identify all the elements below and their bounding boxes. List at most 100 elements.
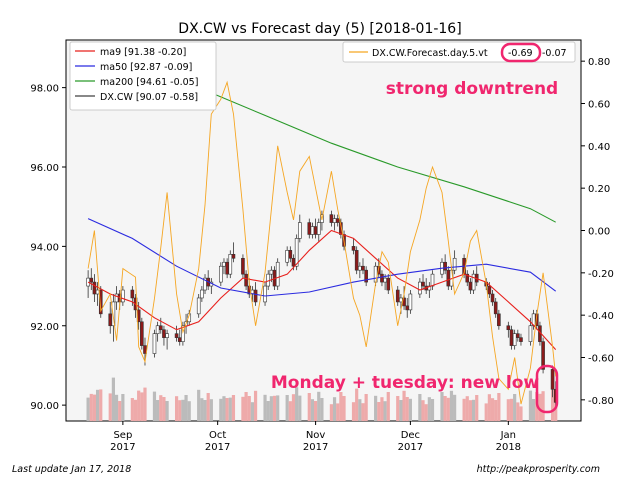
volume-bar (497, 393, 501, 421)
volume-bar (178, 400, 182, 421)
candle-body (310, 226, 315, 235)
volume-bar (374, 395, 378, 421)
candle-body (200, 289, 204, 299)
volume-bar (111, 377, 115, 421)
legend-forecast-highlight: -0.69 (508, 48, 533, 59)
series-lines (87, 80, 557, 405)
candle-body (98, 289, 103, 315)
candle-body (244, 273, 248, 287)
candle-body (285, 250, 289, 263)
legend-ma: ma9 [91.38 -0.20] ma50 [92.87 -0.09] ma200… (69, 41, 217, 111)
volume-bar (402, 390, 406, 421)
volume-bar (225, 398, 229, 421)
volume-bar (228, 397, 232, 421)
chart-title: DX.CW vs Forecast day (5) [2018-01-16] (178, 21, 461, 37)
volume-bar (200, 398, 204, 421)
candle-body (241, 257, 245, 275)
candle-body (263, 285, 267, 303)
volume-bar (440, 392, 444, 421)
volume-bar (137, 390, 141, 421)
volume-bar (184, 395, 188, 421)
volume-bar (462, 398, 466, 421)
volume-bar (490, 398, 495, 421)
candle-body (497, 313, 501, 327)
candle-body (430, 273, 435, 287)
annotation-strong-downtrend: strong downtrend (386, 79, 558, 99)
candle-body (253, 289, 258, 303)
candle-body (506, 325, 511, 331)
volume-bar (532, 399, 536, 421)
volume-bar (494, 400, 498, 421)
candle-body (275, 261, 280, 287)
footer-last-update: Last update Jan 17, 2018 (12, 464, 131, 475)
volume-bar (310, 399, 315, 421)
candle-body (294, 238, 299, 267)
candle-body (130, 289, 135, 299)
candle-body (92, 281, 97, 295)
volume-bar (405, 397, 409, 421)
candle-body (89, 277, 94, 283)
legend-forecast-suffix: -0.07 (542, 48, 567, 59)
candle-body (399, 297, 403, 303)
candle-body (222, 261, 226, 267)
candle-body (550, 369, 555, 390)
volume-bar (468, 400, 473, 421)
series-ma50 (87, 218, 557, 297)
candle-body (307, 222, 312, 235)
volume-bar (263, 394, 267, 421)
candle-body (316, 222, 321, 235)
legend-ma-items: ma9 [91.38 -0.20] ma50 [92.87 -0.09] ma200… (75, 47, 198, 103)
volume-bar (247, 396, 251, 421)
volume-bar (519, 406, 523, 421)
volume-bar (487, 394, 491, 421)
candle-body (332, 218, 337, 223)
candle-body (512, 333, 517, 346)
candle-body (446, 269, 451, 287)
candle-body (111, 301, 116, 327)
volume-bar (253, 390, 258, 421)
volume-bar (386, 392, 390, 421)
y-left-tick-label: 94.00 (30, 242, 59, 253)
highlight-circle-last-candle (535, 364, 559, 414)
volume-bar (430, 399, 435, 421)
volume-bar (244, 392, 248, 421)
volume-bar (528, 390, 533, 421)
volume-bar (143, 387, 147, 421)
y-right-tick-label: 0.20 (588, 184, 610, 195)
candle-body (121, 289, 125, 303)
candle-body (487, 285, 492, 295)
candle-body (174, 333, 179, 338)
right-axis-ticks: -0.80 -0.60 -0.40 -0.20 0.00 0.20 0.40 0.60 0.80 (581, 57, 614, 407)
candle-body (162, 329, 166, 338)
footer-url: http://peakprosperity.com (477, 464, 600, 475)
candle-body (108, 313, 113, 327)
candle-body (452, 257, 457, 271)
volume-bar (484, 403, 488, 421)
legend-forecast: DX.CW.Forecast.day.5.vt -0.69 -0.07 (342, 41, 576, 63)
volume-bar (206, 393, 210, 421)
candle-body (219, 265, 223, 283)
volume-bar (320, 398, 324, 421)
volume-bar (165, 401, 169, 421)
y-right-tick-label: 0.80 (588, 57, 610, 68)
volume-bar (424, 404, 428, 421)
volume-bar (222, 396, 226, 421)
volume-bar (108, 393, 112, 421)
volume-bar (121, 394, 125, 421)
candle-body (335, 218, 340, 223)
candle-body (383, 277, 387, 283)
x-tick-month: Sep (113, 430, 132, 441)
y-right-tick-label: 0.40 (588, 142, 610, 153)
volume-bar (332, 397, 337, 421)
volume-bar (506, 399, 510, 421)
highlight-circle-legend (500, 42, 542, 63)
candle-body (443, 261, 447, 271)
candle-body (329, 214, 334, 223)
candle-body (114, 293, 119, 303)
volume-bar (95, 389, 100, 421)
legend-item-label: DX.CW [90.07 -0.58] (100, 92, 198, 103)
y-right-tick-label: 0.00 (588, 227, 610, 238)
candle-body (418, 281, 422, 295)
volume-bar (396, 396, 400, 421)
